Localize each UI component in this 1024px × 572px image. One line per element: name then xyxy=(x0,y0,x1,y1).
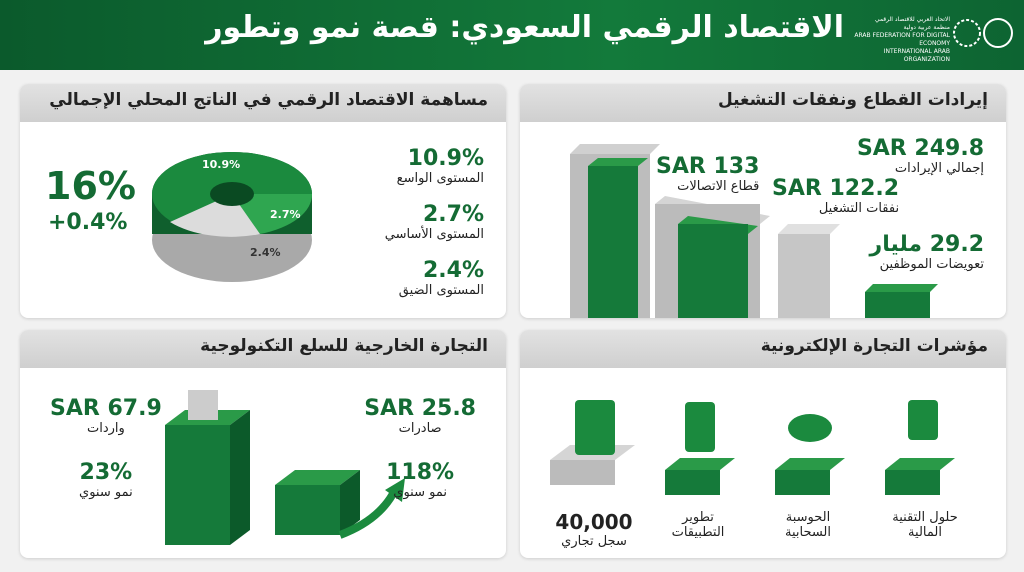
ecommerce-item: حلول التقنية المالية xyxy=(892,510,958,540)
metric-value: SAR 122.2 xyxy=(772,176,900,201)
legend-item: 2.4% المستوى الضيق xyxy=(399,258,484,298)
panel-title: إيرادات القطاع ونفقات التشغيل xyxy=(520,84,1006,122)
imports: SAR 67.9 واردات 23% نمو سنوي xyxy=(50,396,162,500)
panel-title: مؤشرات التجارة الإلكترونية xyxy=(520,330,1006,368)
legend-value: 2.7% xyxy=(422,202,484,227)
exports-label: صادرات xyxy=(398,421,442,436)
imports-label: واردات xyxy=(86,421,125,436)
metric: SAR 249.8 إجمالي الإيرادات xyxy=(857,136,984,176)
metric-label: نفقات التشغيل xyxy=(818,201,900,216)
metric-label: إجمالي الإيرادات xyxy=(894,161,984,176)
growth-label: نمو سنوي xyxy=(79,485,133,500)
imports-value: SAR 67.9 xyxy=(50,396,162,421)
imports-growth: 23% xyxy=(79,460,133,485)
gdp-change: +0.4% xyxy=(48,210,128,235)
gdp-total: 16% xyxy=(45,164,136,208)
legend-label: المستوى الضيق xyxy=(398,283,484,298)
ecommerce-graphic xyxy=(550,400,955,495)
registry-value: 40,000 xyxy=(555,510,633,534)
slice-label: 2.4% xyxy=(250,246,281,259)
ecommerce-item: تطوير التطبيقات xyxy=(671,510,725,540)
logo-line: الاتحاد العربي للاقتصاد الرقمي xyxy=(874,16,950,23)
legend-item: 10.9% المستوى الواسع xyxy=(397,146,484,186)
trade-panel: التجارة الخارجية للسلع التكنولوجية SAR 6… xyxy=(20,330,506,558)
page-title: الاقتصاد الرقمي السعودي: قصة نمو وتطور xyxy=(205,10,844,45)
metric-value: SAR 133 xyxy=(656,154,760,179)
slice-label: 10.9% xyxy=(202,158,241,171)
registry: 40,000 سجل تجاري xyxy=(544,510,644,549)
legend-value: 2.4% xyxy=(422,258,484,283)
panel-title: مساهمة الاقتصاد الرقمي في الناتج المحلي … xyxy=(20,84,506,122)
logo-icon xyxy=(953,18,1013,48)
header xyxy=(0,0,1024,70)
logo-line: INTERNATIONAL ARAB ORGANIZATION xyxy=(883,48,950,63)
legend-label: المستوى الأساسي xyxy=(384,227,484,242)
exports-value: SAR 25.8 xyxy=(364,396,476,421)
bars xyxy=(570,144,938,318)
metric: SAR 133 قطاع الاتصالات xyxy=(656,154,759,194)
metric-value: SAR 249.8 xyxy=(856,136,984,161)
ecommerce-item: الحوسبة السحابية xyxy=(784,510,832,540)
metric-label: تعويضات الموظفين xyxy=(879,257,984,272)
metric: 29.2 مليار تعويضات الموظفين xyxy=(870,232,984,272)
legend-label: المستوى الواسع xyxy=(396,171,484,186)
registry-label: سجل تجاري xyxy=(561,534,627,549)
gdp-panel: مساهمة الاقتصاد الرقمي في الناتج المحلي … xyxy=(20,84,506,318)
exports-growth: 118% xyxy=(386,460,455,485)
logo-line: ARAB FEDERATION FOR DIGITAL ECONOMY xyxy=(854,32,950,47)
exports: SAR 25.8 صادرات 118% نمو سنوي xyxy=(364,396,476,500)
metric: SAR 122.2 نفقات التشغيل xyxy=(772,176,899,216)
logo-line: منظمة عربية دولية xyxy=(903,24,950,31)
trade-graphic xyxy=(165,390,405,545)
ecommerce-panel: مؤشرات التجارة الإلكترونية 40,000 سجل تج… xyxy=(520,330,1006,558)
donut xyxy=(152,152,313,282)
legend-value: 10.9% xyxy=(407,146,484,171)
slice-label: 2.7% xyxy=(270,208,301,221)
metric-label: قطاع الاتصالات xyxy=(677,179,760,194)
logo-text: الاتحاد العربي للاقتصاد الرقمي منظمة عرب… xyxy=(850,16,950,64)
legend-item: 2.7% المستوى الأساسي xyxy=(385,202,484,242)
panel-title: التجارة الخارجية للسلع التكنولوجية xyxy=(20,330,506,368)
metric-value: 29.2 مليار xyxy=(869,232,984,257)
growth-label: نمو سنوي xyxy=(393,485,447,500)
revenue-panel: إيرادات القطاع ونفقات التشغيل SAR 249.8 … xyxy=(520,84,1006,318)
